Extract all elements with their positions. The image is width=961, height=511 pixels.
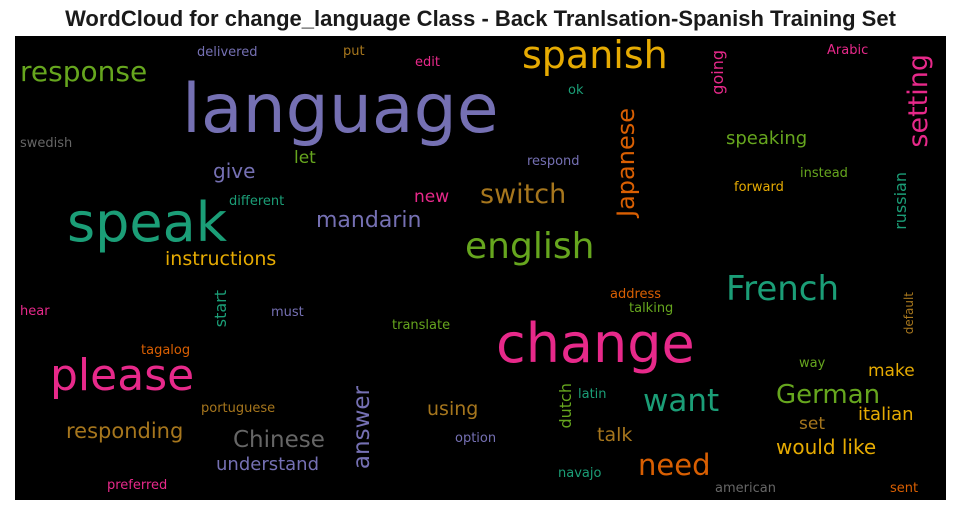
word-start: start [213,290,229,327]
word-english: english [465,229,594,265]
word-new: new [414,189,449,206]
word-want: want [643,386,719,417]
word-answer: answer [351,386,374,469]
word-respond: respond [527,155,580,168]
word-portuguese: portuguese [201,402,275,415]
word-latin: latin [578,388,607,401]
word-understand: understand [216,456,319,474]
word-let: let [294,150,316,167]
wordcloud-canvas: language change speak please spanish eng… [15,36,946,500]
word-setting: setting [905,54,932,148]
word-japanese: Japanese [614,108,638,217]
word-must: must [271,306,304,319]
word-default: default [903,292,915,334]
word-instead: instead [800,167,848,180]
word-navajo: navajo [558,467,601,480]
word-responding: responding [66,421,183,442]
word-french: French [726,272,839,306]
word-preferred: preferred [107,479,167,492]
word-translate: translate [392,319,450,332]
word-put: put [343,45,365,58]
word-swedish: swedish [20,137,72,150]
word-dutch: dutch [558,383,574,429]
word-forward: forward [734,181,784,194]
word-set: set [799,416,825,433]
word-change: change [496,317,695,371]
word-option: option [455,432,496,445]
word-address: address [610,288,661,301]
word-switch: switch [480,181,566,208]
word-delivered: delivered [197,46,257,59]
word-different: different [229,195,284,208]
word-speaking: speaking [726,130,807,148]
word-would-like: would like [776,437,876,457]
word-way: way [799,357,825,370]
word-make: make [868,363,915,380]
word-sent: sent [890,482,918,495]
word-russian: russian [893,172,909,230]
word-please: please [50,354,194,398]
word-response: response [20,58,147,86]
word-going: going [710,50,726,95]
word-mandarin: mandarin [316,210,421,232]
word-instructions: instructions [165,250,276,269]
word-tagalog: tagalog [141,344,190,357]
word-ok: ok [568,84,583,97]
word-speak: speak [67,196,227,250]
word-language: language [182,76,499,144]
word-using: using [427,400,478,419]
word-talking: talking [629,302,673,315]
word-hear: hear [20,305,50,318]
word-edit: edit [415,56,440,69]
word-italian: italian [858,406,914,424]
word-spanish: spanish [522,36,668,74]
word-american: american [715,482,776,495]
word-arabic: Arabic [827,44,868,57]
wordcloud-title: WordCloud for change_language Class - Ba… [0,6,961,32]
word-chinese: Chinese [233,429,325,452]
word-talk: talk [597,426,632,445]
word-give: give [213,161,255,181]
word-need: need [638,451,710,480]
